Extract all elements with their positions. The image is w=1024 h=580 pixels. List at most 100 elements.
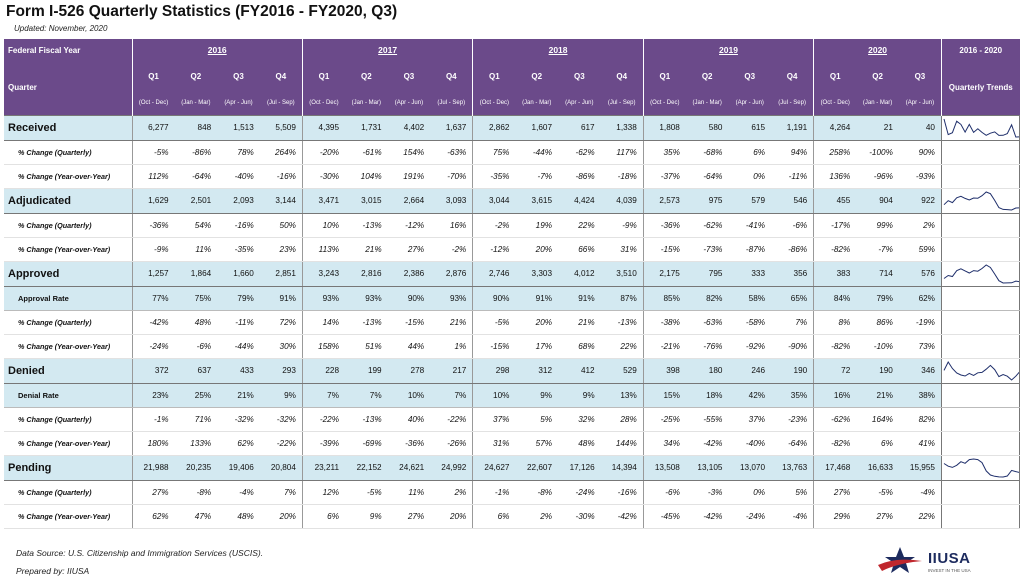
quarter-header: Q1	[131, 61, 175, 91]
table-cell: 2,573	[642, 187, 686, 214]
quarter-header: Q1	[642, 61, 686, 91]
table-cell: 164%	[856, 407, 899, 432]
table-cell: 7%	[259, 480, 303, 505]
quarter-header: Q1	[301, 61, 346, 91]
table-cell: 37%	[728, 407, 772, 432]
table-cell: -44%	[217, 334, 260, 359]
table-cell: 90%	[472, 286, 516, 311]
updated-note: Updated: November, 2020	[14, 24, 108, 33]
table-cell: 42%	[728, 383, 772, 408]
row-label: % Change (Quarterly)	[4, 310, 132, 335]
row-label: % Change (Year-over-Year)	[4, 334, 132, 359]
table-cell: 13,070	[728, 454, 772, 481]
table-cell: -76%	[685, 334, 729, 359]
table-cell: 112%	[131, 164, 175, 189]
table-cell: 2,175	[642, 260, 686, 287]
table-cell: 20%	[430, 504, 473, 529]
table-cell: 4,402	[387, 114, 431, 141]
table-cell: 24,621	[387, 454, 431, 481]
table-cell: 47%	[174, 504, 218, 529]
table-cell: 16,633	[856, 454, 899, 481]
table-cell: -32%	[259, 407, 303, 432]
table-cell: 50%	[259, 213, 303, 238]
table-cell: -24%	[558, 480, 601, 505]
sparkline	[943, 118, 1019, 138]
empty-trend-cell	[940, 480, 1021, 505]
table-cell: 580	[685, 114, 729, 141]
table-cell: 15%	[642, 383, 686, 408]
table-cell: -58%	[728, 310, 772, 335]
quarter-range: (Jan - Mar)	[685, 91, 729, 115]
table-cell: -7%	[856, 237, 899, 262]
table-cell: -64%	[685, 164, 729, 189]
table-cell: 3,044	[472, 187, 516, 214]
table-cell: 66%	[558, 237, 601, 262]
table-cell: 30%	[259, 334, 303, 359]
table-cell: -6%	[174, 334, 218, 359]
table-cell: 2%	[515, 504, 559, 529]
table-cell: 228	[301, 357, 346, 384]
table-cell: 19,406	[217, 454, 260, 481]
table-cell: 579	[728, 187, 772, 214]
row-label: Denial Rate	[4, 383, 132, 408]
star-logo-icon	[878, 547, 922, 573]
table-cell: 54%	[174, 213, 218, 238]
table-cell: 22,607	[515, 454, 559, 481]
table-cell: -68%	[685, 140, 729, 165]
table-cell: 29%	[813, 504, 857, 529]
metric-row: Pending 21,988 20,235 19,406 20,804 23,211 22,…	[4, 454, 1021, 481]
table-cell: 312	[515, 357, 559, 384]
row-label: % Change (Year-over-Year)	[4, 504, 132, 529]
year-header: 2016	[131, 39, 303, 61]
table-cell: 3,510	[600, 260, 644, 287]
table-cell: 72%	[259, 310, 303, 335]
metric-row: Denied 372 637 433 293 228 199 278 217 298 312 412 5…	[4, 357, 1021, 384]
table-cell: -86%	[174, 140, 218, 165]
quarter-header: Q2	[345, 61, 388, 91]
table-cell: -1%	[472, 480, 516, 505]
year-header: 2017	[301, 39, 473, 61]
table-cell: 21%	[558, 310, 601, 335]
table-cell: 617	[558, 114, 601, 141]
table-cell: -39%	[301, 431, 346, 456]
table-cell: 5%	[771, 480, 814, 505]
sparkline-line	[943, 360, 1019, 381]
table-cell: -41%	[728, 213, 772, 238]
table-cell: 13,508	[642, 454, 686, 481]
table-cell: 258%	[813, 140, 857, 165]
table-cell: -13%	[345, 213, 388, 238]
table-cell: 44%	[387, 334, 431, 359]
table-cell: 11%	[174, 237, 218, 262]
table-cell: 6%	[856, 431, 899, 456]
table-cell: 15,955	[898, 454, 942, 481]
table-cell: 246	[728, 357, 772, 384]
table-cell: 16%	[813, 383, 857, 408]
table-cell: 117%	[600, 140, 644, 165]
table-cell: -7%	[515, 164, 559, 189]
change-row: % Change (Quarterly) -36% 54% -16% 50% 10% -13…	[4, 213, 1021, 238]
table-cell: -36%	[642, 213, 686, 238]
table-cell: -9%	[600, 213, 644, 238]
table-cell: 346	[898, 357, 942, 384]
table-cell: 82%	[685, 286, 729, 311]
table-cell: 795	[685, 260, 729, 287]
quarter-label: Quarter	[4, 61, 132, 115]
quarter-header: Q1	[472, 61, 516, 91]
table-cell: 58%	[728, 286, 772, 311]
table-cell: 3,015	[345, 187, 388, 214]
table-cell: -42%	[685, 504, 729, 529]
table-cell: -2%	[430, 237, 473, 262]
quarter-range: (Apr - Jun)	[387, 91, 431, 115]
table-cell: 6%	[301, 504, 346, 529]
table-cell: 4,264	[813, 114, 857, 141]
sparkline	[943, 190, 1019, 211]
row-label: % Change (Quarterly)	[4, 140, 132, 165]
table-cell: -22%	[430, 407, 473, 432]
table-cell: -6%	[771, 213, 814, 238]
change-row: % Change (Year-over-Year) 180% 133% 62% -22%…	[4, 431, 1021, 456]
row-label: Received	[4, 114, 132, 141]
table-cell: -30%	[301, 164, 346, 189]
table-cell: 10%	[387, 383, 431, 408]
table-cell: 93%	[430, 286, 473, 311]
table-cell: 9%	[558, 383, 601, 408]
